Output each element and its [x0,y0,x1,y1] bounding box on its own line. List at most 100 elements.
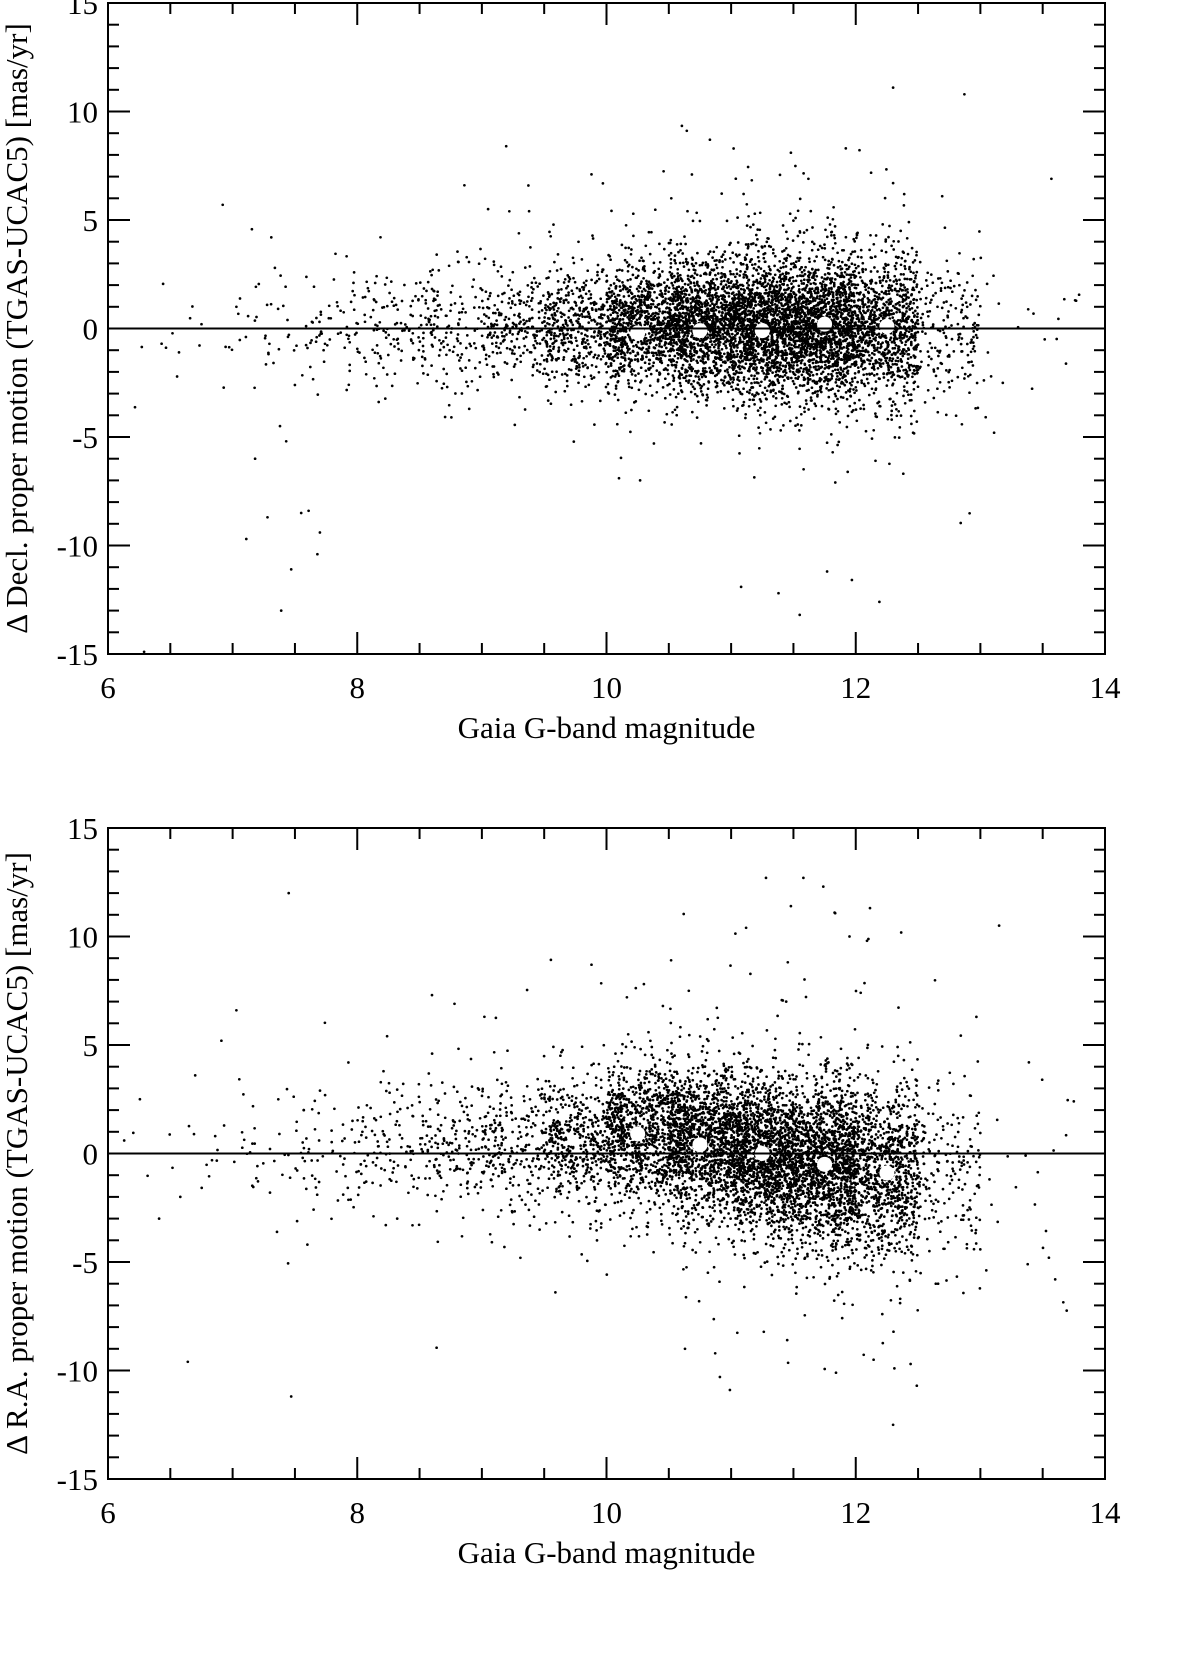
data-point [751,386,755,389]
data-point [765,397,768,401]
data-point [614,339,617,343]
data-point [656,379,660,383]
data-point [295,344,298,348]
data-point [535,329,539,333]
data-point [322,360,326,364]
data-point [707,349,711,353]
data-point [552,345,556,349]
data-point [760,358,763,362]
data-point [528,350,532,354]
data-point [736,343,739,347]
data-point [353,293,356,297]
data-point [731,398,735,402]
data-point [279,274,282,277]
data-point [388,291,391,295]
data-point [747,340,751,344]
data-point [272,361,275,365]
data-point [503,318,507,322]
data-point [507,284,510,287]
data-point [781,272,785,276]
data-point [682,295,686,299]
data-point [669,251,673,255]
data-point [418,340,422,343]
data-point [775,333,779,337]
data-point [753,374,756,378]
data-point [732,294,736,297]
data-point [763,252,767,255]
data-point [508,278,512,282]
data-point [720,272,723,275]
data-point [710,333,714,337]
data-point [662,281,666,284]
data-point [451,284,454,288]
data-point [612,304,616,308]
data-point [663,396,667,400]
data-point [723,250,727,253]
data-point [565,286,568,290]
data-point [687,293,691,297]
data-point [742,376,746,379]
data-point [773,294,777,298]
data-point [832,315,835,318]
data-point [565,379,569,383]
data-point [710,343,714,346]
data-point [585,279,588,283]
data-point [494,341,498,345]
data-point [651,364,655,368]
data-point [764,337,768,341]
data-point [698,219,702,223]
data-point [618,337,622,340]
data-point [731,388,735,392]
data-point [664,297,667,301]
data-point [585,329,589,332]
data-point [641,259,645,263]
data-point [567,316,570,319]
data-point [644,336,648,340]
data-point [617,346,621,349]
data-point [565,374,569,377]
data-point [727,281,731,285]
data-point [567,293,570,297]
data-point [561,312,564,316]
data-point [737,290,741,293]
data-point [700,350,704,353]
data-point [753,304,757,307]
data-point [376,351,380,355]
data-point [478,375,482,379]
data-point [740,365,744,369]
data-point [812,242,816,246]
data-point [433,314,437,318]
data-point [712,309,716,313]
data-point [752,398,756,402]
data-point [710,282,713,285]
data-point [456,339,460,343]
data-point [787,286,791,290]
data-point [719,390,723,393]
data-point [657,307,661,311]
data-point [426,280,430,284]
data-point [781,277,785,281]
data-point [712,364,716,368]
data-point [726,308,730,312]
data-point [768,342,771,346]
data-point [683,397,687,401]
data-point [732,336,735,339]
data-point [567,301,570,304]
data-point [540,309,544,312]
data-point [753,403,756,406]
data-point [683,235,686,238]
data-point [726,358,730,362]
data-point [492,334,496,337]
data-point [637,388,641,392]
data-point [557,334,560,338]
data-point [719,364,723,367]
data-point [657,267,661,271]
data-point [756,286,759,290]
data-point [456,333,460,336]
data-point [600,316,604,320]
data-point [726,390,730,394]
data-point [729,341,733,345]
data-point [765,351,768,354]
data-point [764,288,768,292]
data-point [715,334,719,338]
